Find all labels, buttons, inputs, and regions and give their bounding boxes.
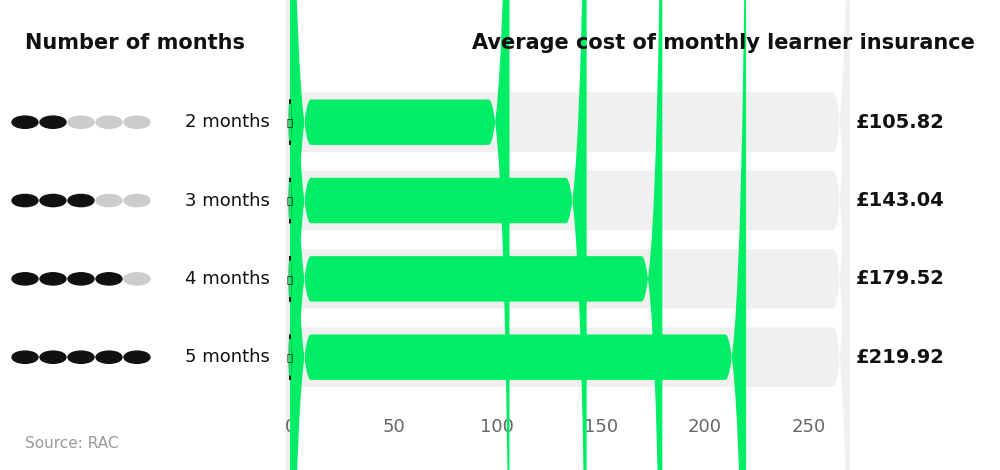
FancyBboxPatch shape bbox=[290, 0, 662, 470]
Text: £105.82: £105.82 bbox=[856, 113, 945, 132]
Text: 5 months: 5 months bbox=[185, 348, 270, 366]
Circle shape bbox=[289, 335, 291, 380]
FancyBboxPatch shape bbox=[286, 0, 850, 470]
Text: Source: RAC: Source: RAC bbox=[25, 436, 119, 451]
Text: 4 months: 4 months bbox=[185, 270, 270, 288]
FancyBboxPatch shape bbox=[286, 0, 850, 470]
Circle shape bbox=[289, 178, 291, 223]
Text: Average cost of monthly learner insurance: Average cost of monthly learner insuranc… bbox=[472, 33, 975, 53]
Text: £143.04: £143.04 bbox=[856, 191, 945, 210]
Text: £179.52: £179.52 bbox=[856, 269, 945, 289]
Text: Number of months: Number of months bbox=[25, 33, 245, 53]
Text: 🚌: 🚌 bbox=[287, 274, 293, 284]
Text: 2 months: 2 months bbox=[185, 113, 270, 131]
FancyBboxPatch shape bbox=[286, 0, 850, 470]
FancyBboxPatch shape bbox=[290, 0, 746, 470]
Text: 3 months: 3 months bbox=[185, 192, 270, 210]
FancyBboxPatch shape bbox=[286, 0, 850, 470]
Text: 🚌: 🚌 bbox=[287, 352, 293, 362]
Text: 🚌: 🚌 bbox=[287, 196, 293, 205]
FancyBboxPatch shape bbox=[290, 0, 509, 470]
Circle shape bbox=[289, 100, 291, 145]
FancyBboxPatch shape bbox=[290, 0, 587, 470]
Text: £219.92: £219.92 bbox=[856, 348, 945, 367]
Circle shape bbox=[289, 256, 291, 302]
Text: 🚌: 🚌 bbox=[287, 117, 293, 127]
